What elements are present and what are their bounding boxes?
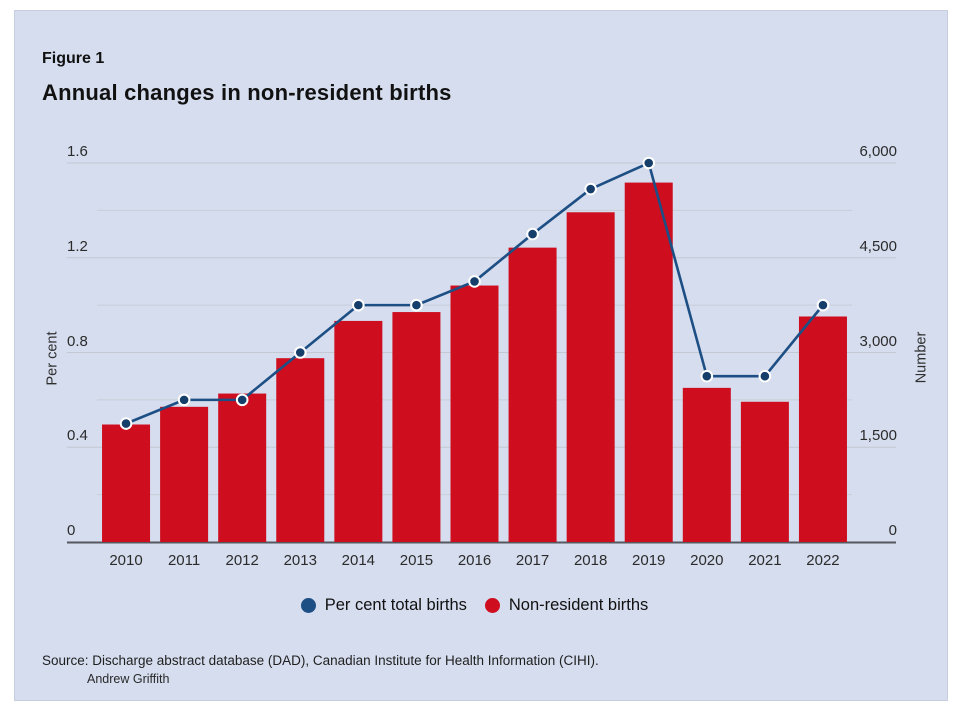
author-text: Andrew Griffith xyxy=(87,672,170,686)
legend-label-nonresident: Non-resident births xyxy=(508,595,649,614)
page-title: Annual changes in non-resident births xyxy=(42,80,452,105)
legend-label-percent: Per cent total births xyxy=(324,595,467,614)
legend-marker-nonresident-icon xyxy=(484,597,500,613)
chart-legend: Per cent total births Non-resident birth… xyxy=(97,595,852,615)
figure-label: Figure 1 xyxy=(42,50,105,67)
legend-item-percent: Per cent total births xyxy=(300,595,467,615)
source-text: Source: Discharge abstract database (DAD… xyxy=(42,653,599,668)
legend-item-nonresident: Non-resident births xyxy=(484,595,649,615)
legend-marker-percent-icon xyxy=(300,597,316,613)
